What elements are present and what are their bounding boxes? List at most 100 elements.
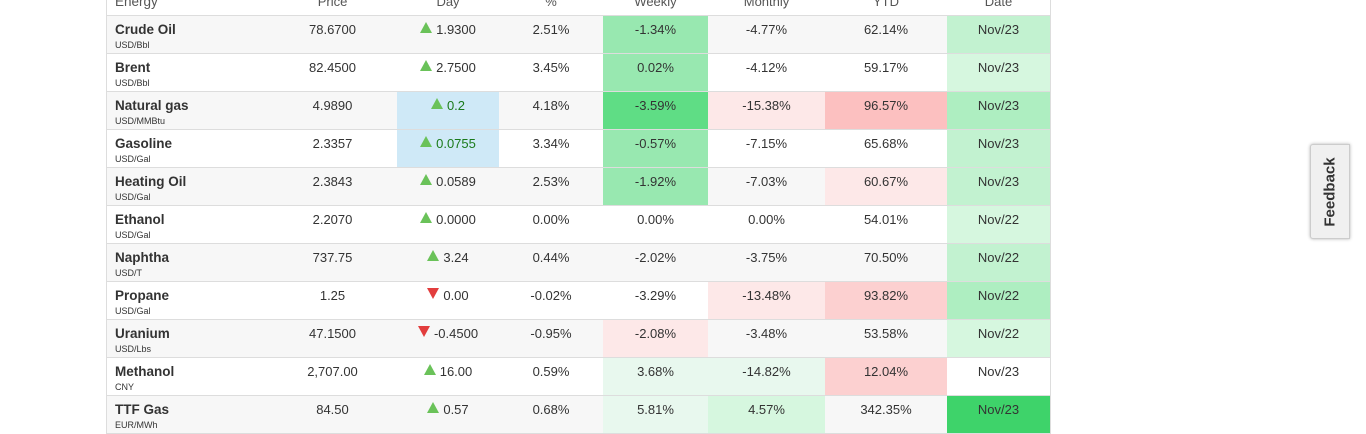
day-change: -0.4500 <box>433 326 479 341</box>
cell-value: -4.12% <box>745 60 788 75</box>
cell-value: Nov/23 <box>977 60 1020 75</box>
cell-value: 0.00% <box>532 212 570 227</box>
value-cell: 78.6700 <box>268 16 397 53</box>
commodity-name[interactable]: Uranium <box>115 326 170 341</box>
commodity-name[interactable]: TTF Gas <box>115 402 170 417</box>
table-row: Naphtha USD/T 737.75 3.24 0.44% -2.02% -3.75% 7… <box>107 244 1050 282</box>
value-cell: 5.81% <box>603 396 708 433</box>
commodity-name[interactable]: Methanol <box>115 364 175 379</box>
commodity-name[interactable]: Natural gas <box>115 98 189 113</box>
day-change: 0.2 <box>446 98 466 113</box>
column-header: % <box>545 0 557 9</box>
value-cell: 737.75 <box>268 244 397 281</box>
cell-value: 2.2070 <box>312 212 353 227</box>
cell-value: 59.17% <box>863 60 909 75</box>
cell-value: 0.59% <box>532 364 570 379</box>
value-cell: 2.2070 <box>268 206 397 243</box>
value-cell: 0.00 <box>397 282 499 319</box>
change-arrow <box>427 288 440 299</box>
table-row: Heating Oil USD/Gal 2.3843 0.0589 2.53% -1.92… <box>107 168 1050 206</box>
day-change: 1.9300 <box>436 22 476 37</box>
value-cell: 2.3843 <box>268 168 397 205</box>
cell-value: 2.3357 <box>312 136 353 151</box>
change-arrow <box>427 402 440 413</box>
value-cell: 70.50% <box>825 244 947 281</box>
cell-value: 47.1500 <box>309 326 356 341</box>
commodity-cell: Ethanol USD/Gal <box>107 206 268 243</box>
value-cell: 2.51% <box>499 16 603 53</box>
commodity-name[interactable]: Ethanol <box>115 212 165 227</box>
change-arrow <box>420 136 433 147</box>
cell-value: 84.50 <box>316 402 349 417</box>
commodity-name[interactable]: Propane <box>115 288 170 303</box>
value-cell: Nov/22 <box>947 320 1050 357</box>
value-cell: 0.0755 <box>397 130 499 167</box>
value-cell: -7.03% <box>708 168 825 205</box>
commodity-unit: USD/T <box>115 268 142 278</box>
table-row: Brent USD/Bbl 82.4500 2.7500 3.45% 0.02% -4.12… <box>107 54 1050 92</box>
table-row: Gasoline USD/Gal 2.3357 0.0755 3.34% -0.57% -7… <box>107 130 1050 168</box>
value-cell: -13.48% <box>708 282 825 319</box>
cell-value: Nov/22 <box>977 326 1020 341</box>
commodity-name[interactable]: Heating Oil <box>115 174 187 189</box>
cell-value: Nov/23 <box>977 364 1020 379</box>
value-cell: 4.57% <box>708 396 825 433</box>
cell-value: -15.38% <box>742 98 791 113</box>
feedback-button[interactable]: Feedback <box>1310 144 1350 239</box>
commodity-unit: USD/Bbl <box>115 40 150 50</box>
value-cell: -15.38% <box>708 92 825 129</box>
cell-value: 60.67% <box>863 174 909 189</box>
day-change: 0.00 <box>443 288 469 303</box>
value-cell: 60.67% <box>825 168 947 205</box>
value-cell: 0.02% <box>603 54 708 91</box>
cell-value: 96.57% <box>863 98 909 113</box>
value-cell: -1.92% <box>603 168 708 205</box>
column-header: Day <box>436 0 460 9</box>
cell-value: -13.48% <box>742 288 791 303</box>
commodity-name[interactable]: Gasoline <box>115 136 173 151</box>
change-arrow <box>420 212 433 223</box>
value-cell: 3.68% <box>603 358 708 395</box>
value-cell: -0.4500 <box>397 320 499 357</box>
commodity-name[interactable]: Naphtha <box>115 250 169 265</box>
cell-value: -3.75% <box>745 250 788 265</box>
value-cell: -0.02% <box>499 282 603 319</box>
cell-value: Nov/22 <box>977 250 1020 265</box>
cell-value: -0.02% <box>530 288 572 303</box>
change-arrow <box>420 60 433 71</box>
value-cell: 3.45% <box>499 54 603 91</box>
cell-value: -2.02% <box>634 250 677 265</box>
value-cell: -1.34% <box>603 16 708 53</box>
value-cell: 0.2 <box>397 92 499 129</box>
commodity-name[interactable]: Brent <box>115 60 151 75</box>
table-row: Propane USD/Gal 1.25 0.00 -0.02% -3.29% -13.48… <box>107 282 1050 320</box>
cell-value: -0.57% <box>634 136 677 151</box>
cell-value: 54.01% <box>863 212 909 227</box>
value-cell: Nov/23 <box>947 16 1050 53</box>
value-cell: 2,707.00 <box>268 358 397 395</box>
commodity-cell: TTF Gas EUR/MWh <box>107 396 268 433</box>
day-change: 16.00 <box>439 364 473 379</box>
cell-value: 93.82% <box>863 288 909 303</box>
commodity-unit: USD/Lbs <box>115 344 152 354</box>
cell-value: 2.3843 <box>312 174 353 189</box>
value-cell: 0.00% <box>708 206 825 243</box>
value-cell: Nov/23 <box>947 168 1050 205</box>
commodity-name[interactable]: Crude Oil <box>115 22 176 37</box>
value-cell: 0.59% <box>499 358 603 395</box>
column-header: Weekly <box>634 0 677 9</box>
value-cell: -2.08% <box>603 320 708 357</box>
value-cell: -3.75% <box>708 244 825 281</box>
cell-value: 53.58% <box>863 326 909 341</box>
cell-value: -7.03% <box>745 174 788 189</box>
page: Energy Price Day% Weekly Monthly YTD Date Crude… <box>106 0 1350 434</box>
cell-value: 3.68% <box>637 364 674 379</box>
cell-value: 70.50% <box>863 250 909 265</box>
commodity-unit: USD/Gal <box>115 306 151 316</box>
commodity-cell: Crude Oil USD/Bbl <box>107 16 268 53</box>
value-cell: 0.0589 <box>397 168 499 205</box>
commodity-cell: Methanol CNY <box>107 358 268 395</box>
change-arrow <box>423 364 436 375</box>
value-cell: 0.0000 <box>397 206 499 243</box>
day-change: 0.0589 <box>436 174 476 189</box>
